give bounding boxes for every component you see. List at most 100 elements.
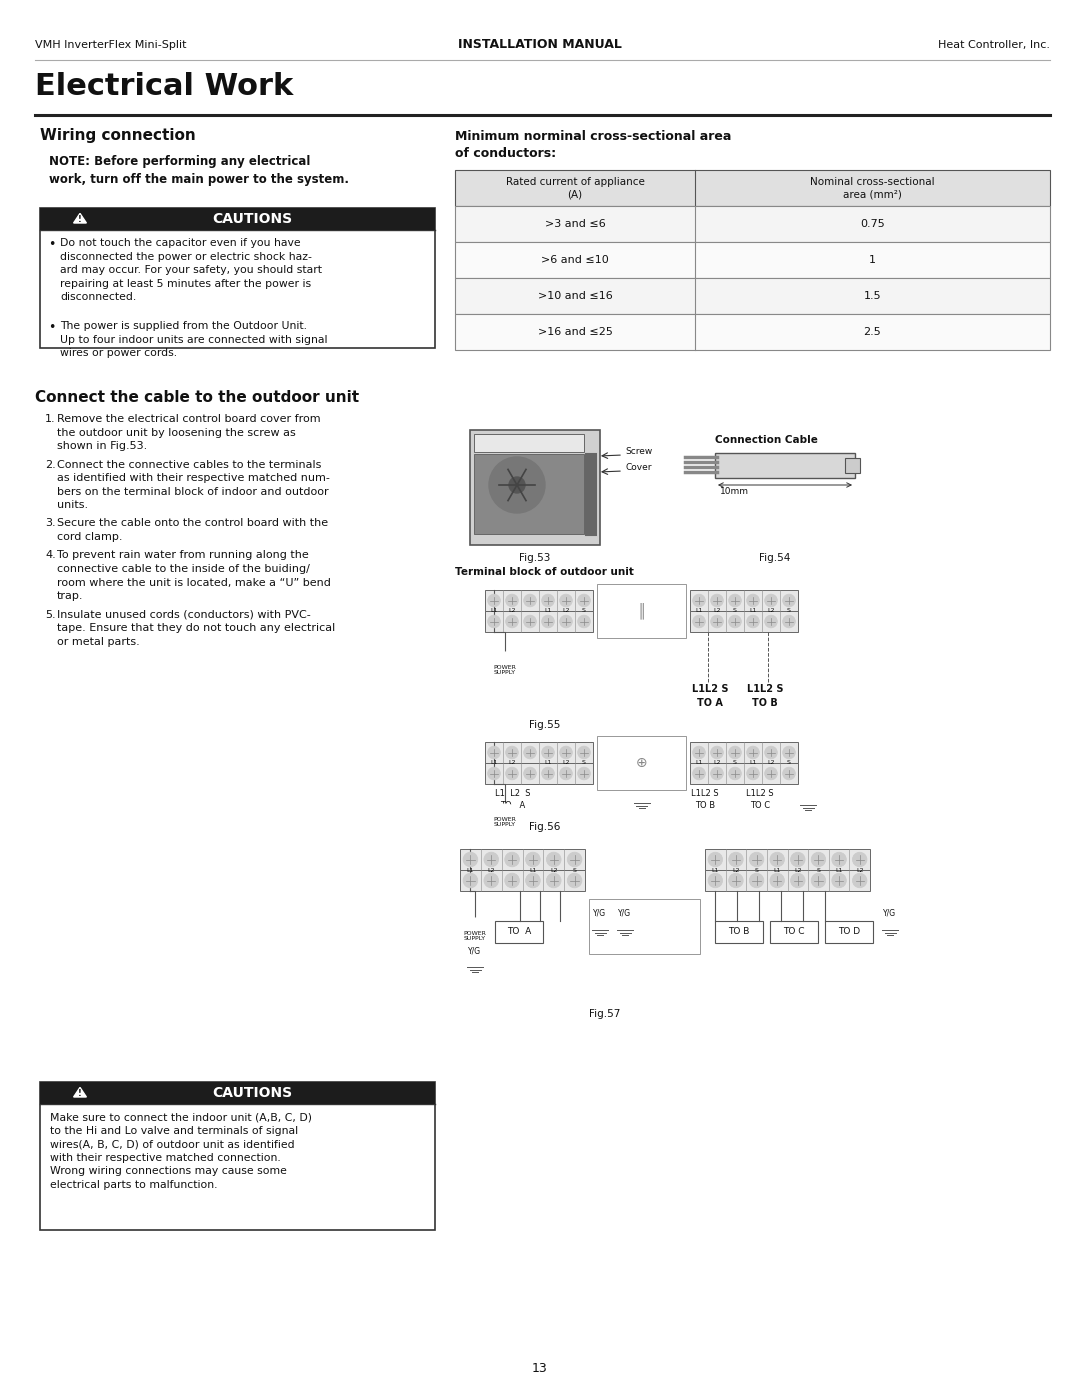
Text: TO B: TO B: [728, 928, 750, 936]
Text: !: !: [78, 1090, 82, 1098]
Text: Y/G: Y/G: [593, 909, 607, 918]
Circle shape: [711, 746, 724, 759]
Text: 2.5: 2.5: [864, 327, 881, 337]
Circle shape: [811, 852, 825, 866]
Circle shape: [526, 873, 540, 887]
Circle shape: [559, 594, 572, 606]
Text: S: S: [733, 760, 737, 766]
Circle shape: [770, 852, 784, 866]
FancyBboxPatch shape: [474, 434, 584, 453]
Text: Make sure to connect the indoor unit (A,B, C, D)
to the Hi and Lo valve and term: Make sure to connect the indoor unit (A,…: [50, 1112, 312, 1190]
Text: L1L2 S: L1L2 S: [746, 685, 783, 694]
Text: L2: L2: [713, 760, 720, 766]
Circle shape: [578, 746, 591, 759]
Circle shape: [457, 918, 492, 954]
Text: L1: L1: [529, 868, 537, 873]
Circle shape: [692, 746, 705, 759]
Text: L1: L1: [467, 868, 474, 873]
Text: TO B: TO B: [694, 800, 715, 810]
Circle shape: [542, 594, 554, 606]
Text: Connect the connective cables to the terminals
as identified with their respecti: Connect the connective cables to the ter…: [57, 460, 329, 510]
Circle shape: [504, 852, 519, 866]
Text: Insulate unused cords (conductors) with PVC-
tape. Ensure that they do not touch: Insulate unused cords (conductors) with …: [57, 609, 335, 647]
FancyBboxPatch shape: [474, 454, 584, 534]
Text: L1: L1: [544, 609, 552, 613]
Circle shape: [783, 746, 795, 759]
Circle shape: [692, 615, 705, 627]
Text: L2: L2: [487, 868, 495, 873]
Circle shape: [546, 873, 561, 887]
FancyBboxPatch shape: [825, 921, 873, 943]
Circle shape: [488, 615, 500, 627]
Circle shape: [711, 767, 724, 780]
FancyBboxPatch shape: [470, 430, 600, 545]
FancyBboxPatch shape: [40, 208, 435, 231]
Text: 3.: 3.: [45, 518, 56, 528]
Text: 1: 1: [869, 256, 876, 265]
Circle shape: [765, 767, 778, 780]
Circle shape: [463, 852, 477, 866]
Text: Electrical Work: Electrical Work: [35, 73, 294, 101]
Text: L2: L2: [563, 609, 570, 613]
Circle shape: [489, 457, 545, 513]
Text: Connect the cable to the outdoor unit: Connect the cable to the outdoor unit: [35, 390, 360, 405]
Text: Fig.55: Fig.55: [529, 719, 561, 731]
FancyBboxPatch shape: [485, 610, 593, 631]
Text: >3 and ≤6: >3 and ≤6: [544, 219, 606, 229]
Text: 13: 13: [532, 1362, 548, 1375]
Circle shape: [729, 852, 743, 866]
Circle shape: [505, 615, 518, 627]
Text: ⊕: ⊕: [636, 756, 647, 770]
Text: TO C: TO C: [750, 800, 770, 810]
Text: NOTE: Before performing any electrical
work, turn off the main power to the syst: NOTE: Before performing any electrical w…: [49, 155, 349, 186]
Text: Do not touch the capacitor even if you have
disconnected the power or electric s: Do not touch the capacitor even if you h…: [60, 237, 322, 302]
Circle shape: [559, 767, 572, 780]
FancyBboxPatch shape: [455, 278, 1050, 314]
Text: Connection Cable: Connection Cable: [715, 434, 818, 446]
Circle shape: [488, 594, 500, 606]
Text: L1: L1: [750, 760, 757, 766]
Text: Y/G: Y/G: [619, 909, 632, 918]
Circle shape: [746, 767, 759, 780]
Text: •: •: [48, 321, 55, 334]
Text: Remove the electrical control board cover from
the outdoor unit by loosening the: Remove the electrical control board cove…: [57, 414, 321, 451]
Circle shape: [505, 594, 518, 606]
Text: POWER
SUPPLY: POWER SUPPLY: [494, 665, 516, 675]
Circle shape: [578, 767, 591, 780]
FancyBboxPatch shape: [455, 170, 1050, 205]
Circle shape: [542, 615, 554, 627]
Text: >6 and ≤10: >6 and ≤10: [541, 256, 609, 265]
Circle shape: [542, 746, 554, 759]
Text: L2: L2: [732, 868, 740, 873]
Text: VMH InverterFlex Mini-Split: VMH InverterFlex Mini-Split: [35, 41, 187, 50]
Circle shape: [504, 873, 519, 887]
Text: TO C: TO C: [783, 928, 805, 936]
Circle shape: [546, 852, 561, 866]
FancyBboxPatch shape: [485, 590, 593, 610]
Circle shape: [524, 746, 537, 759]
Circle shape: [692, 594, 705, 606]
Text: 1.: 1.: [45, 414, 56, 425]
Circle shape: [881, 921, 899, 937]
Circle shape: [616, 921, 634, 937]
FancyBboxPatch shape: [40, 208, 435, 348]
Text: Fig.53: Fig.53: [519, 553, 551, 563]
Circle shape: [567, 873, 582, 887]
FancyBboxPatch shape: [589, 900, 700, 954]
Text: L1: L1: [773, 868, 781, 873]
Text: S: S: [755, 868, 758, 873]
FancyBboxPatch shape: [705, 870, 870, 891]
Text: Terminal block of outdoor unit: Terminal block of outdoor unit: [455, 567, 634, 577]
Text: POWER
SUPPLY: POWER SUPPLY: [494, 817, 516, 827]
Text: Y/G: Y/G: [469, 946, 482, 956]
Circle shape: [801, 798, 815, 812]
FancyBboxPatch shape: [705, 849, 870, 870]
FancyBboxPatch shape: [715, 453, 855, 478]
FancyBboxPatch shape: [460, 870, 585, 891]
Text: S: S: [733, 609, 737, 613]
Text: Y/G: Y/G: [883, 909, 896, 918]
Circle shape: [770, 873, 784, 887]
Text: L1: L1: [712, 868, 719, 873]
Circle shape: [542, 767, 554, 780]
Circle shape: [765, 615, 778, 627]
